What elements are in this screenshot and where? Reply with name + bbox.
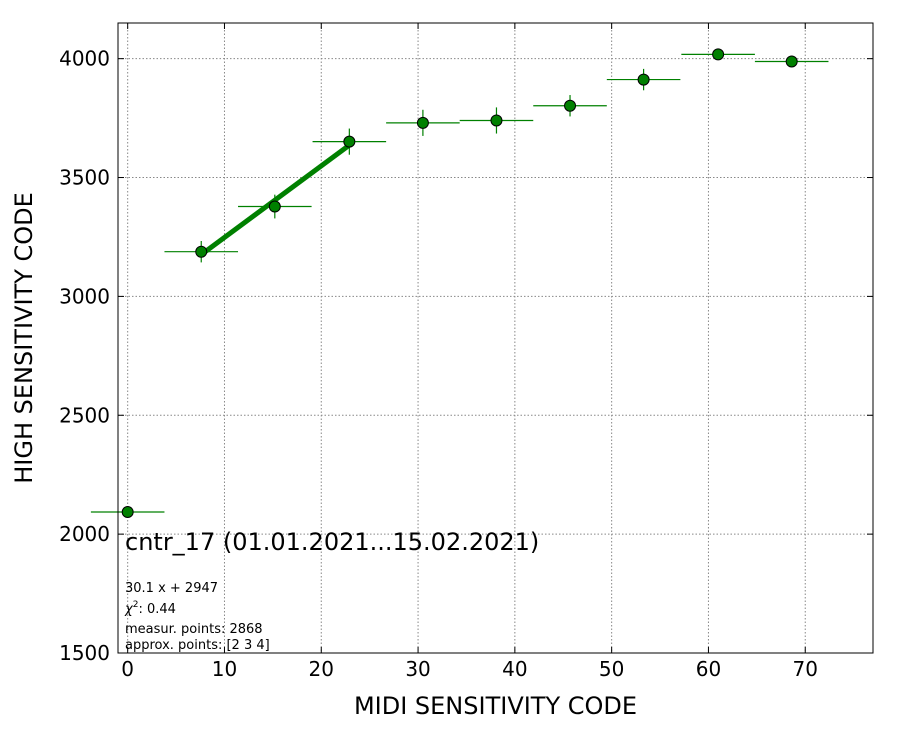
- ticks-layer: 0 10 20 30 40 50 60 70 1500 2000 2500 3000 3500 4000: [59, 23, 873, 681]
- x-tick-label: 30: [405, 657, 430, 681]
- data-point: [195, 245, 208, 258]
- grid: [118, 23, 873, 654]
- y-tick-label: 2500: [59, 403, 110, 427]
- data-point: [712, 48, 725, 61]
- x-tick-label: 10: [212, 657, 237, 681]
- data-point: [637, 73, 650, 86]
- y-tick-label: 3500: [59, 166, 110, 190]
- y-axis-label: HIGH SENSITIVITY CODE: [10, 192, 38, 484]
- annotation-approx-points: approx. points: [2 3 4]: [125, 638, 270, 653]
- y-tick-label: 1500: [59, 641, 110, 665]
- data-point: [343, 135, 356, 148]
- annotation-title: cntr_17 (01.01.2021...15.02.2021): [125, 528, 539, 556]
- chi-symbol: χ: [124, 602, 134, 617]
- data-point: [564, 99, 577, 112]
- x-tick-label: 70: [793, 657, 818, 681]
- data-point: [268, 200, 281, 213]
- chi-value: : 0.44: [138, 602, 175, 617]
- annotation-chi-square: χ2: 0.44: [124, 600, 176, 617]
- chi-exponent: 2: [133, 600, 139, 610]
- x-tick-label: 0: [121, 657, 134, 681]
- x-axis-label: MIDI SENSITIVITY CODE: [354, 692, 637, 720]
- y-tick-label: 2000: [59, 522, 110, 546]
- data-point: [785, 55, 798, 68]
- data-point: [121, 506, 134, 519]
- x-tick-label: 50: [599, 657, 624, 681]
- data-point: [416, 116, 429, 129]
- y-tick-label: 3000: [59, 284, 110, 308]
- x-tick-label: 20: [309, 657, 334, 681]
- data-point: [490, 114, 503, 127]
- annotation-fit-equation: 30.1 x + 2947: [125, 581, 218, 596]
- annotation-measur-points: measur. points: 2868: [125, 622, 263, 637]
- y-tick-label: 4000: [59, 47, 110, 71]
- x-tick-label: 40: [502, 657, 527, 681]
- x-tick-label: 60: [696, 657, 721, 681]
- plot-frame: [117, 22, 874, 654]
- points-layer: [90, 48, 829, 519]
